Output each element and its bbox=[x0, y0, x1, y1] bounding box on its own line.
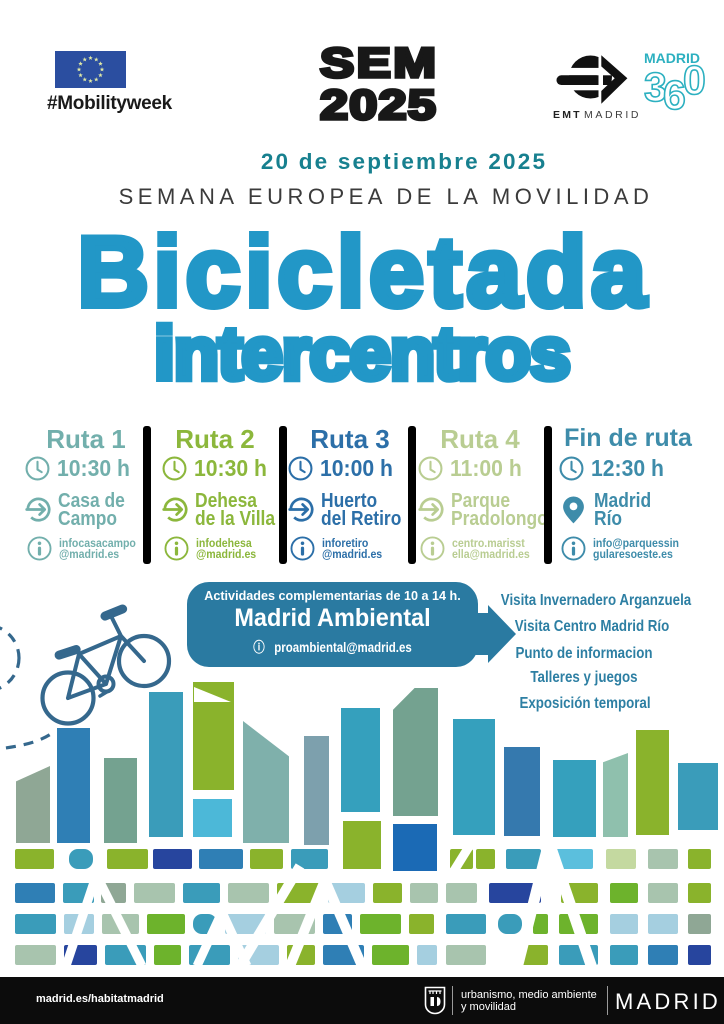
svg-text:MADRID: MADRID bbox=[584, 109, 640, 121]
svg-text:EMT: EMT bbox=[553, 109, 582, 121]
